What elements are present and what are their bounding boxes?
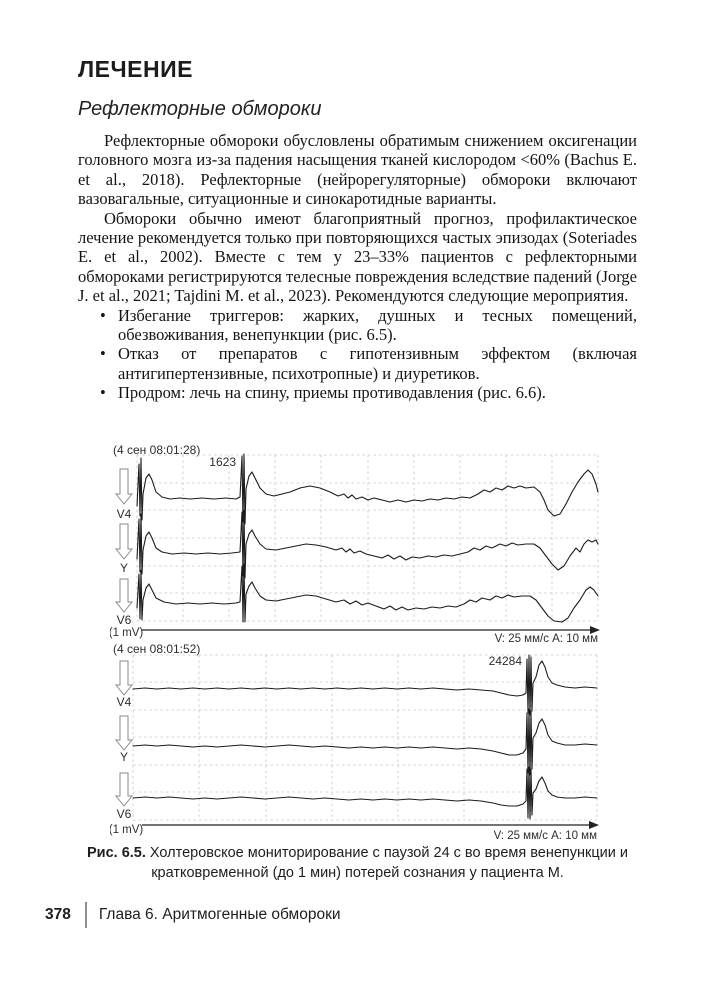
ecg-strip-2: (4 сен 08:01:52) V4 Y V6 (1 mV) 24284 V:… [110, 643, 599, 842]
time-axis-arrowhead-icon [590, 626, 600, 634]
lead-label: Y [120, 750, 128, 764]
list-item-text: Избегание триггеров: жарких, душных и те… [118, 305, 637, 345]
page-footer: 378 Глава 6. Аритмогенные обмороки [45, 902, 341, 928]
section-title: ЛЕЧЕНИЕ [78, 56, 193, 82]
time-axis-arrowhead-icon [589, 821, 599, 829]
figure-caption: Рис. 6.5. Холтеровское мониторирование с… [78, 843, 637, 883]
page-number: 378 [45, 906, 71, 923]
bullet-icon: • [100, 344, 106, 364]
ecg-timestamp: (4 сен 08:01:28) [113, 444, 200, 457]
lead-arrow-icon [114, 660, 134, 696]
footer-divider [84, 902, 87, 928]
ecg-grid [136, 454, 599, 622]
figure-6-5: (4 сен 08:01:28) V4 Y V6 (1 mV) 1623 V: … [110, 444, 650, 843]
ecg-trace-v6 [136, 563, 599, 623]
ecg-timestamp: (4 сен 08:01:52) [113, 643, 200, 656]
lead-arrow-icon [114, 523, 134, 560]
beat-number: 24284 [489, 654, 523, 668]
lead-arrow-icon [114, 715, 134, 751]
lead-arrow-icon [114, 468, 134, 505]
lead-label: V6 [117, 613, 132, 627]
list-item: • Избегание триггеров: жарких, душных и … [78, 306, 637, 345]
lead-label: V4 [117, 695, 132, 709]
paragraph: Обмороки обычно имеют благоприятный прог… [78, 208, 637, 306]
scale-label: V: 25 мм/с А: 10 мм [495, 633, 599, 643]
subsection-title: Рефлекторные обмороки [78, 98, 322, 120]
lead-arrow-icon [114, 772, 134, 807]
list-item: • Продром: лечь на спину, приемы противо… [78, 383, 637, 402]
bullet-icon: • [100, 383, 106, 403]
paragraph: Рефлекторные обмороки обусловлены обрати… [78, 131, 637, 209]
bullet-icon: • [100, 305, 106, 325]
ecg-trace-y [132, 708, 598, 776]
ecg-trace-y [136, 509, 599, 579]
calibration-label: (1 mV) [110, 824, 143, 836]
chapter-title: Глава 6. Аритмогенные обмороки [98, 906, 341, 923]
lead-arrow-icon [114, 578, 134, 613]
lead-label: V6 [117, 807, 132, 821]
lead-label: Y [120, 561, 128, 575]
calibration-label: (1 mV) [110, 627, 143, 639]
beat-number: 1623 [209, 455, 236, 469]
figure-caption-text: Холтеровское мониторирование с паузой 24… [149, 845, 629, 881]
ecg-trace-v4 [136, 453, 599, 525]
list-item-text: Продром: лечь на спину, приемы противода… [118, 383, 546, 403]
list-item-text: Отказ от препаратов с гипотензивным эффе… [118, 344, 637, 383]
ecg-trace-v6 [132, 766, 598, 820]
ecg-strip-1: (4 сен 08:01:28) V4 Y V6 (1 mV) 1623 V: … [110, 444, 600, 643]
lead-label: V4 [117, 507, 132, 521]
recommendation-list: • Избегание триггеров: жарких, душных и … [78, 306, 637, 403]
ecg-trace-v4 [132, 654, 598, 716]
figure-caption-label: Рис. 6.5. [86, 845, 146, 861]
text-column: ЛЕЧЕНИЕ Рефлекторные обмороки Рефлекторн… [0, 0, 705, 403]
list-item: • Отказ от препаратов с гипотензивным эф… [78, 344, 637, 383]
scale-label: V: 25 мм/с А: 10 мм [494, 830, 598, 842]
